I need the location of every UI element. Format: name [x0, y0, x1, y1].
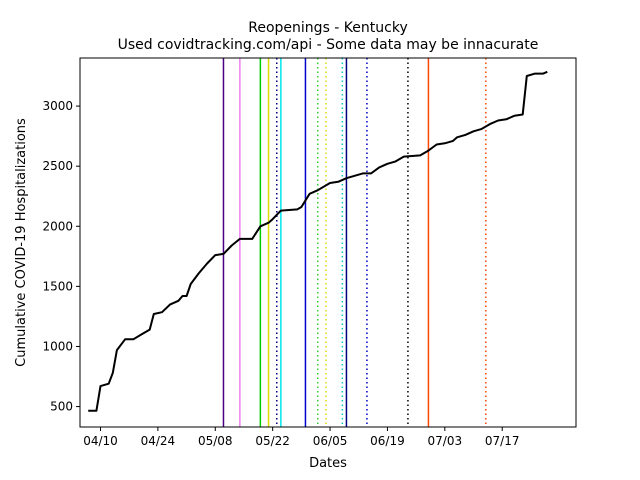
y-tick-label: 3000: [42, 99, 73, 113]
x-axis: 04/10 04/24 05/08 05/22 06/05 06/19 07/03 07/17: [83, 427, 520, 448]
x-tick-label: 05/08: [198, 434, 233, 448]
y-tick-label: 500: [50, 400, 73, 414]
y-tick-label: 2500: [42, 159, 73, 173]
x-tick-label: 04/10: [83, 434, 118, 448]
y-tick-label: 1500: [42, 279, 73, 293]
series-group: [88, 70, 548, 412]
chart-title: Reopenings - Kentucky: [248, 20, 407, 36]
y-axis: 500 1000 1500 2000 2500 3000: [42, 99, 80, 414]
x-tick-label: 05/22: [255, 434, 290, 448]
y-axis-label: Cumulative COVID-19 Hospitalizations: [14, 118, 29, 367]
y-tick-label: 1000: [42, 339, 73, 353]
hospitalizations-line: [88, 70, 548, 412]
vlines-group: [222, 58, 487, 427]
y-tick-label: 2000: [42, 219, 73, 233]
x-tick-label: 06/19: [370, 434, 405, 448]
chart-subtitle: Used covidtracking.com/api - Some data m…: [118, 37, 539, 53]
x-tick-label: 04/24: [141, 434, 176, 448]
plot-frame: [79, 57, 577, 428]
x-tick-label: 07/03: [428, 434, 463, 448]
x-axis-label: Dates: [309, 456, 347, 471]
x-tick-label: 07/17: [485, 434, 520, 448]
x-tick-label: 06/05: [313, 434, 348, 448]
